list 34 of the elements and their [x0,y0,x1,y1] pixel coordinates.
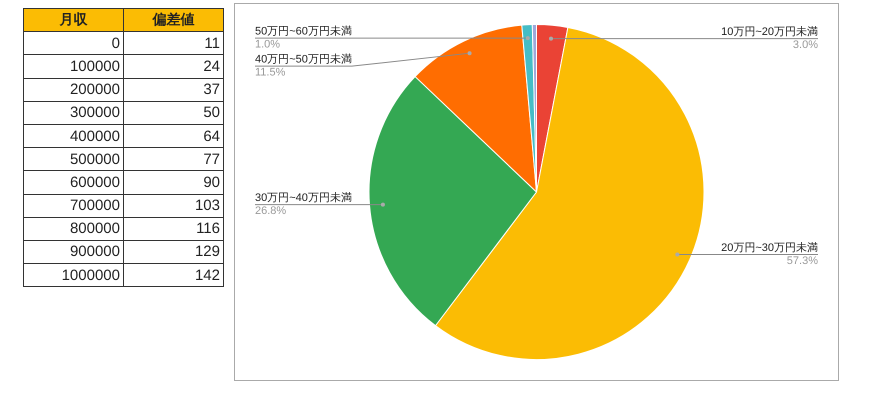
slice-label: 40万円~50万円未満 [255,52,352,66]
data-label: 57.3% [786,255,818,268]
y-tick-label: 500000 [24,148,124,171]
data-label: 116 [124,217,224,240]
y-tick-label: 700000 [24,194,124,218]
data-label: 77 [124,148,224,171]
data-label: 90 [124,170,224,194]
data-label: 1.0% [255,38,280,51]
y-axis-title: 月収 [24,8,124,32]
data-label: 129 [124,240,224,264]
slice-label: 20万円~30万円未満 [721,241,818,254]
y-tick-label: 1000000 [24,264,124,287]
y-tick-label: 800000 [24,217,124,240]
x-tick-label: 偏差値 [124,8,224,32]
y-tick-label: 200000 [24,78,124,102]
y-tick-label: 300000 [24,101,124,124]
data-label: 11.5% [255,66,286,79]
y-tick-label: 400000 [24,124,124,148]
slice-label: 10万円~20万円未満 [721,25,818,38]
slice-label: 30万円~40万円未満 [255,191,352,204]
data-label: 37 [124,78,224,102]
y-tick-label: 900000 [24,240,124,264]
data-label: 103 [124,194,224,218]
data-label: 142 [124,264,224,287]
data-label: 11 [124,32,224,55]
y-tick-label: 0 [24,32,124,55]
slice-label: 50万円~60万円未満 [255,24,352,38]
data-label: 24 [124,54,224,78]
data-label: 26.8% [255,205,286,218]
data-label: 3.0% [792,39,818,52]
y-tick-label: 600000 [24,170,124,194]
y-tick-label: 100000 [24,54,124,78]
data-label: 64 [124,124,224,148]
data-label: 50 [124,101,224,124]
